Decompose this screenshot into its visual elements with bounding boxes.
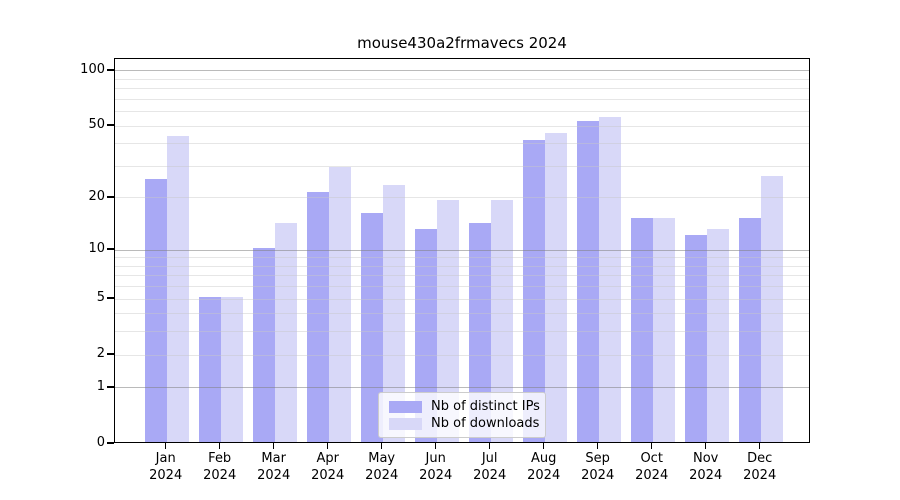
x-tick-label: Aug 2024 [527,451,561,483]
bar-distinct-ips-nov [684,234,707,442]
bar-distinct-ips-oct [630,217,653,442]
x-tick-mark [704,443,707,449]
y-tick-label: 100 [80,61,105,77]
bar-downloads-aug [544,132,567,442]
legend-item: Nb of downloads [389,415,540,432]
y-tick-mark [107,353,114,355]
x-tick-mark [218,443,221,449]
bar-downloads-mar [274,223,297,442]
x-tick-mark [488,443,491,449]
x-tick-mark [434,443,437,449]
bar-downloads-sep [598,116,621,442]
x-tick-label: May 2024 [365,451,399,483]
x-tick-label: Jun 2024 [419,451,453,483]
bar-downloads-may [382,185,405,442]
x-tick-mark [542,443,545,449]
bar-distinct-ips-jan [144,178,167,442]
y-tick-mark [107,386,114,388]
y-tick-label: 20 [88,188,105,204]
bar-distinct-ips-jul [468,223,491,442]
bar-downloads-apr [328,167,351,442]
y-tick-label: 10 [88,241,105,257]
bars-layer [115,59,809,442]
x-tick-label: Nov 2024 [689,451,723,483]
x-tick-mark [758,443,761,449]
y-tick-mark [107,124,114,126]
legend-item: Nb of distinct IPs [389,398,540,415]
bar-downloads-nov [706,228,729,442]
bar-distinct-ips-jun [414,228,437,442]
bar-distinct-ips-may [360,213,383,442]
y-tick-mark [107,196,114,198]
y-tick-label: 1 [96,378,105,394]
y-tick-label: 0 [96,435,105,450]
bar-distinct-ips-apr [306,192,329,442]
bar-distinct-ips-dec [738,217,761,442]
legend-label: Nb of distinct IPs [431,399,540,414]
x-tick-label: Feb 2024 [203,451,237,483]
x-tick-label: Jan 2024 [149,451,183,483]
x-tick-label: Apr 2024 [311,451,345,483]
x-tick-mark [650,443,653,449]
x-tick-mark [272,443,275,449]
bar-downloads-dec [760,175,783,442]
x-tick-label: Mar 2024 [257,451,291,483]
y-tick-mark [107,442,114,444]
x-tick-mark [164,443,167,449]
legend: Nb of distinct IPs Nb of downloads [378,392,546,438]
bar-downloads-feb [220,297,243,442]
x-tick-mark [596,443,599,449]
y-tick-label: 5 [96,290,105,306]
x-tick-label: Sep 2024 [581,451,615,483]
y-tick-label: 2 [96,346,105,362]
legend-swatch-distinct-ips [389,400,422,413]
x-tick-label: Jul 2024 [473,451,507,483]
y-tick-label: 50 [88,117,105,133]
x-tick-label: Dec 2024 [743,451,777,483]
y-tick-mark [107,297,114,299]
bar-distinct-ips-sep [576,121,599,442]
x-tick-mark [380,443,383,449]
bar-downloads-jul [490,199,513,442]
y-tick-mark [107,69,114,71]
chart-title: mouse430a2frmavecs 2024 [357,34,567,52]
x-tick-label: Oct 2024 [635,451,669,483]
bar-downloads-jan [166,136,189,442]
bar-distinct-ips-aug [522,139,545,442]
bar-downloads-oct [652,217,675,442]
bar-distinct-ips-mar [252,248,275,442]
x-tick-mark [326,443,329,449]
bar-downloads-jun [436,199,459,442]
legend-swatch-downloads [389,417,422,430]
plot-area [114,58,810,443]
legend-label: Nb of downloads [431,416,540,431]
bar-distinct-ips-feb [198,297,221,442]
y-tick-mark [107,248,114,250]
